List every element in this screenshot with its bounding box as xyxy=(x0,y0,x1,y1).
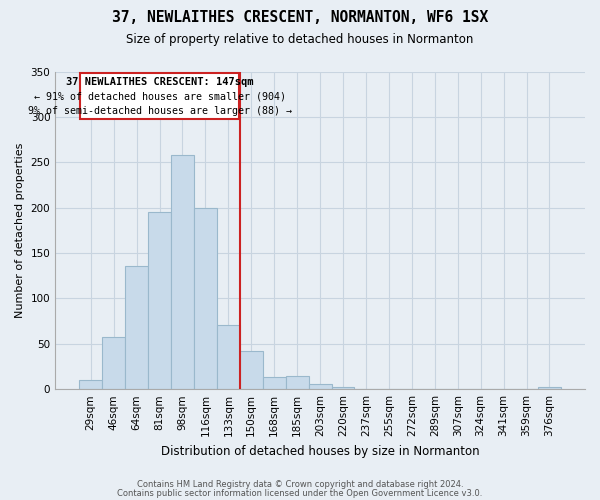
Text: 9% of semi-detached houses are larger (88) →: 9% of semi-detached houses are larger (8… xyxy=(28,106,292,116)
FancyBboxPatch shape xyxy=(80,74,239,118)
X-axis label: Distribution of detached houses by size in Normanton: Distribution of detached houses by size … xyxy=(161,444,479,458)
Bar xyxy=(194,208,217,389)
Bar xyxy=(148,212,171,389)
Bar xyxy=(79,380,102,389)
Text: 37, NEWLAITHES CRESCENT, NORMANTON, WF6 1SX: 37, NEWLAITHES CRESCENT, NORMANTON, WF6 … xyxy=(112,10,488,25)
Text: Contains public sector information licensed under the Open Government Licence v3: Contains public sector information licen… xyxy=(118,488,482,498)
Bar xyxy=(308,384,332,389)
Bar xyxy=(240,351,263,389)
Text: 37 NEWLAITHES CRESCENT: 147sqm: 37 NEWLAITHES CRESCENT: 147sqm xyxy=(66,78,253,88)
Bar xyxy=(263,378,286,389)
Bar xyxy=(217,324,240,389)
Text: ← 91% of detached houses are smaller (904): ← 91% of detached houses are smaller (90… xyxy=(34,92,286,102)
Y-axis label: Number of detached properties: Number of detached properties xyxy=(15,142,25,318)
Bar xyxy=(286,376,308,389)
Text: Contains HM Land Registry data © Crown copyright and database right 2024.: Contains HM Land Registry data © Crown c… xyxy=(137,480,463,489)
Bar xyxy=(102,338,125,389)
Bar xyxy=(125,266,148,389)
Bar xyxy=(171,155,194,389)
Bar xyxy=(332,388,355,389)
Bar xyxy=(538,388,561,389)
Text: Size of property relative to detached houses in Normanton: Size of property relative to detached ho… xyxy=(127,32,473,46)
